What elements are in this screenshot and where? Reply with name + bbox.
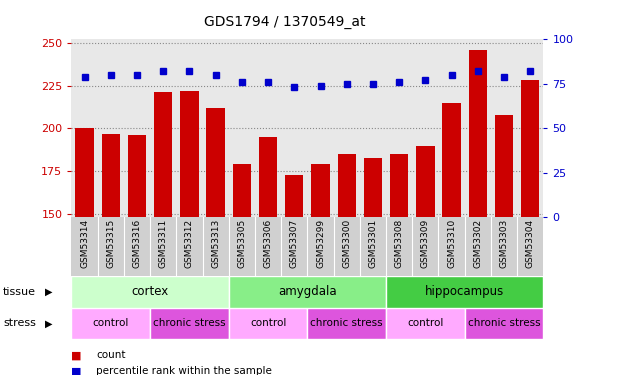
Text: percentile rank within the sample: percentile rank within the sample [96,366,272,375]
Bar [386,276,543,308]
Text: GSM53314: GSM53314 [80,219,89,268]
Text: GSM53306: GSM53306 [263,219,273,268]
Bar [259,137,277,375]
Bar [71,308,150,339]
Text: stress: stress [3,318,36,328]
Text: GSM53308: GSM53308 [395,219,404,268]
Bar [338,154,356,375]
Text: control: control [407,318,443,328]
Bar [442,103,461,375]
Text: ■: ■ [71,351,82,360]
Text: amygdala: amygdala [278,285,337,298]
Bar [469,50,487,375]
Bar [128,135,146,375]
Text: GSM53302: GSM53302 [473,219,483,268]
Text: GSM53313: GSM53313 [211,219,220,268]
Text: GSM53311: GSM53311 [159,219,168,268]
Text: GDS1794 / 1370549_at: GDS1794 / 1370549_at [204,15,365,29]
Text: chronic stress: chronic stress [468,318,540,328]
Text: GSM53299: GSM53299 [316,219,325,268]
Text: control: control [250,318,286,328]
Bar [71,276,229,308]
Text: chronic stress: chronic stress [153,318,225,328]
Bar [285,175,304,375]
Text: GSM53312: GSM53312 [185,219,194,268]
Text: ▶: ▶ [45,286,53,297]
Text: chronic stress: chronic stress [310,318,383,328]
Bar [495,115,513,375]
Text: GSM53310: GSM53310 [447,219,456,268]
Bar [233,164,251,375]
Text: ▶: ▶ [45,318,53,328]
Bar [386,308,465,339]
Bar [229,276,386,308]
Text: GSM53316: GSM53316 [132,219,142,268]
Bar [465,308,543,339]
Text: GSM53315: GSM53315 [106,219,116,268]
Text: hippocampus: hippocampus [425,285,504,298]
Text: GSM53304: GSM53304 [526,219,535,268]
Text: tissue: tissue [3,286,36,297]
Bar [364,158,382,375]
Text: count: count [96,351,126,360]
Bar [521,81,540,375]
Text: GSM53307: GSM53307 [290,219,299,268]
Bar [150,308,229,339]
Text: GSM53305: GSM53305 [237,219,247,268]
Text: cortex: cortex [132,285,169,298]
Text: GSM53309: GSM53309 [421,219,430,268]
Bar [102,134,120,375]
Text: ■: ■ [71,366,82,375]
Bar [307,308,386,339]
Bar [206,108,225,375]
Bar [390,154,409,375]
Bar [311,164,330,375]
Bar [154,93,173,375]
Bar [416,146,435,375]
Text: GSM53301: GSM53301 [368,219,378,268]
Bar [75,129,94,375]
Text: GSM53303: GSM53303 [499,219,509,268]
Text: GSM53300: GSM53300 [342,219,351,268]
Text: control: control [93,318,129,328]
Bar [180,91,199,375]
Bar [229,308,307,339]
